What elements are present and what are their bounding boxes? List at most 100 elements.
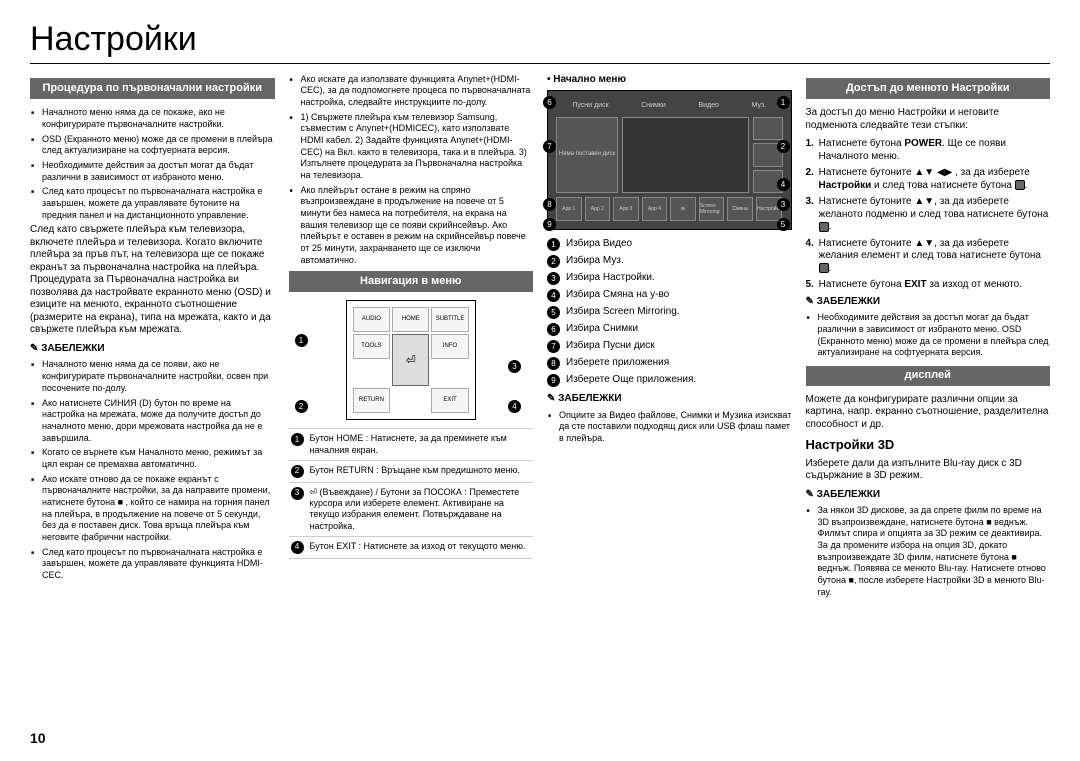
bullet: Ако искате да използвате функцията Anyne… [301,74,534,109]
step-text: Натиснете бутона POWER. Ще се появи Нача… [819,138,1007,162]
callout: 9 [543,218,556,231]
bullet: Ако натиснете СИНИЯ (D) бутон по време н… [42,398,275,445]
txt: Избира Видео [566,238,632,251]
col1-intro-bullets: Началното меню няма да се покаже, ако не… [30,107,275,221]
callout: 3 [777,198,790,211]
step-text: Натиснете бутоните ▲▼ ◀▶ , за да изберет… [819,167,1030,191]
remote-btn: TOOLS [353,334,390,359]
row-text: ⏎ (Въвеждане) / Бутони за ПОСОКА : Преме… [310,487,532,532]
app-tile: App 2 [585,197,611,221]
txt: Избира Снимки [566,323,638,336]
list-item: 4 Избира Смяна на у-во [547,289,792,302]
steps: 1. Натиснете бутона POWER. Ще се появи Н… [806,138,1051,292]
row-num: 2 [291,465,304,478]
callout: 3 [508,360,521,373]
bullet: След като процесът по първоначалната нас… [42,547,275,582]
txt: Избира Screen Mirroring. [566,306,680,319]
col4-notes-3d: За някои 3D дискове, за да спрете филм п… [806,505,1051,599]
table-row: 1Бутон HOME : Натиснете, за да преминете… [289,429,534,461]
bullet: Необходимите действия за достъп могат да… [42,160,275,183]
num: 1 [547,238,560,251]
step: 4. Натиснете бутоните ▲▼, за да изберете… [806,238,1051,276]
col4-p1: За достъп до меню Настройки и неговите п… [806,107,1051,132]
home-screen-diagram: Пусни диск Снимки Видео Муз. Няма постав… [547,90,792,230]
col1-para: След като свържете плейъра към телевизор… [30,224,275,337]
row-num: 4 [291,541,304,554]
callout: 1 [295,334,308,347]
step: 1. Натиснете бутона POWER. Ще се появи Н… [806,138,1051,163]
num: 4 [547,289,560,302]
txt: Избира Настройки. [566,272,655,285]
columns: Процедура по първоначални настройки Нача… [30,74,1050,602]
txt: Избира Смяна на у-во [566,289,669,302]
txt: Избира Муз. [566,255,624,268]
txt: Избира Пусни диск [566,340,655,353]
callout: 1 [777,96,790,109]
step-text: Натиснете бутоните ▲▼, за да изберете же… [819,238,1042,274]
remote-btn: RETURN [353,388,390,413]
table-row: 3 ⏎ (Въвеждане) / Бутони за ПОСОКА : Прем… [289,483,534,537]
callout: 5 [777,218,790,231]
screen-tab: Пусни диск [572,102,608,111]
app-tile: App 4 [642,197,668,221]
side-icon [753,117,783,140]
callout: 4 [508,400,521,413]
note-title: ЗАБЕЛЕЖКИ [806,296,881,307]
screen-preview [622,117,749,193]
list-item: 6Избира Снимки [547,323,792,336]
txt: Изберете Още приложения. [566,374,696,387]
table-row: 2Бутон RETURN : Връщане към предишното м… [289,461,534,483]
app-tile: App 3 [613,197,639,221]
num: 8 [547,357,560,370]
remote-wrap: AUDIO HOME SUBTITLE TOOLS INFO RETURN EX… [289,300,534,420]
note-title: ЗАБЕЛЕЖКИ [30,343,105,354]
table-row: 4Бутон EXIT : Натиснете за изход от теку… [289,537,534,559]
callout: 8 [543,198,556,211]
num: 3 [547,272,560,285]
col-4: Достъп до менюто Настройки За достъп до … [806,74,1051,602]
list-item: 1 Избира Видео [547,238,792,251]
num: 9 [547,374,560,387]
heading-access: Достъп до менюто Настройки [806,78,1051,100]
col-2: Ако искате да използвате функцията Anyne… [289,74,534,602]
bullet: OSD (Екранното меню) може да се промени … [42,134,275,157]
screen-tab: Муз. [752,102,767,111]
bullet: 1) Свържете плейъра към телевизор Samsun… [301,112,534,182]
screen-wrap: Пусни диск Снимки Видео Муз. Няма постав… [547,90,792,230]
app-tile: Screen Mirroring [699,197,725,221]
bullet: Необходимите действия за достъп могат да… [818,312,1051,359]
button-table: 1Бутон HOME : Натиснете, за да преминете… [289,428,534,559]
bullet: Началното меню няма да се появи, ако не … [42,359,275,394]
bullet: Началното меню няма да се покаже, ако не… [42,107,275,130]
step-text: Натиснете бутона EXIT за изход от менюто… [819,279,1022,290]
app-tile: App 1 [556,197,582,221]
callout: 2 [777,140,790,153]
heading-3d: Настройки 3D [806,437,1051,453]
step: 2. Натиснете бутоните ▲▼ ◀▶ , за да избе… [806,167,1051,192]
bullet: Ако плейърът остане в режим на спряно въ… [301,185,534,267]
screen-apps: App 1 App 2 App 3 App 4 ⊕ Screen Mirrori… [556,197,783,221]
col4-p2: Можете да конфигурирате различни опции з… [806,394,1051,432]
screen-legend: 1 Избира Видео 2 Избира Муз. 3 Избира Настр… [547,238,792,387]
col1-notes: Началното меню няма да се появи, ако не … [30,359,275,581]
col4-notes: Необходимите действия за достъп могат да… [806,312,1051,359]
screen-disc: Няма поставен диск [556,117,618,193]
remote-dpad [392,334,429,386]
txt: Изберете приложения [566,357,669,370]
list-item: 3 Избира Настройки. [547,272,792,285]
heading-procedure: Процедура по първоначални настройки [30,78,275,100]
list-item: 2 Избира Муз. [547,255,792,268]
list-item: 7 Избира Пусни диск [547,340,792,353]
list-item: 5Избира Screen Mirroring. [547,306,792,319]
bullet: Опциите за Видео файлове, Снимки и Музик… [559,410,792,445]
app-tile: ⊕ [670,197,696,221]
heading-nav: Навигация в меню [289,271,534,293]
screen-tab: Видео [698,102,718,111]
heading-display: дисплей [806,366,1051,386]
num: 2 [547,255,560,268]
row-num: 3 [291,487,304,500]
col2-bullets: Ако искате да използвате функцията Anyne… [289,74,534,267]
num: 7 [547,340,560,353]
screen-tab: Снимки [641,102,666,111]
remote-diagram: AUDIO HOME SUBTITLE TOOLS INFO RETURN EX… [346,300,476,420]
